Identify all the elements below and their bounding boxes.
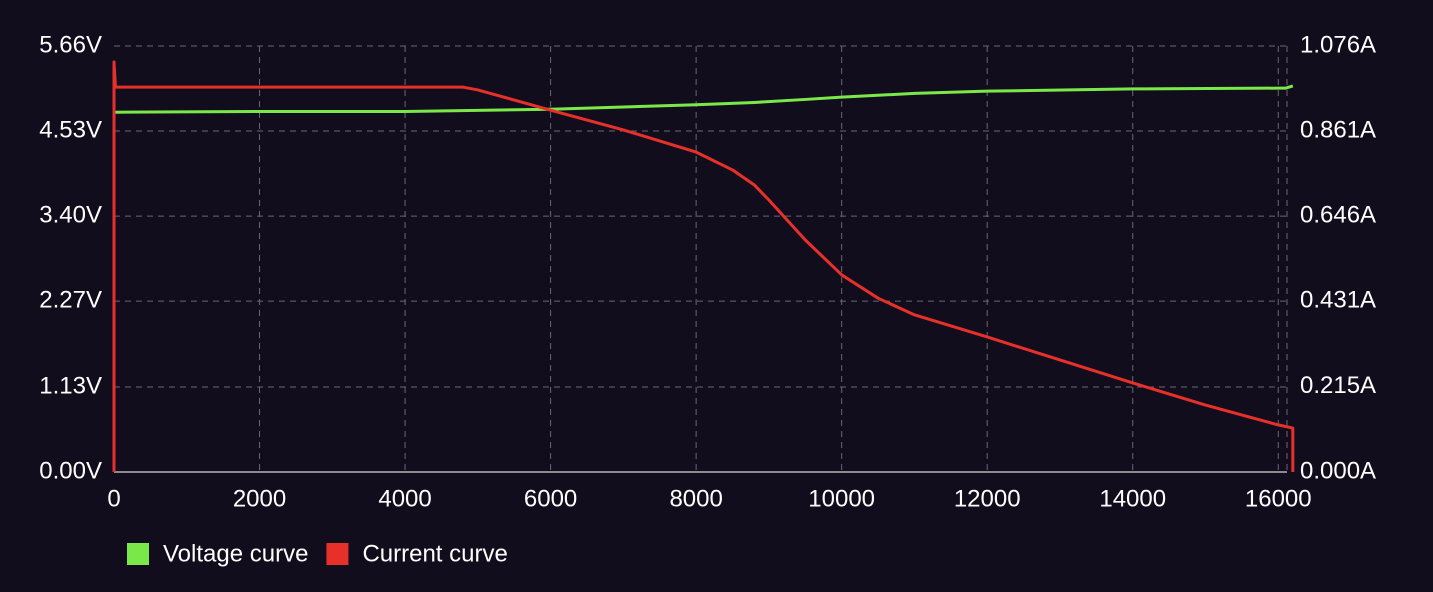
x-tick-label: 14000 [1099,485,1166,512]
x-tick-label: 0 [107,485,120,512]
y2-tick-label: 0.000A [1300,457,1376,484]
y2-tick-label: 0.861A [1300,116,1376,143]
y-tick-label: 1.13V [39,372,102,399]
y-tick-label: 5.66V [39,31,102,58]
legend-swatch [326,543,349,565]
y2-tick-label: 0.646A [1300,202,1376,229]
x-tick-label: 16000 [1245,485,1312,512]
y2-tick-label: 0.215A [1300,372,1376,399]
y-tick-label: 4.53V [39,116,102,143]
series-line [113,84,1294,114]
x-tick-label: 2000 [233,485,286,512]
y2-tick-label: 0.431A [1300,287,1376,314]
x-tick-label: 4000 [378,485,431,512]
y2-tick-label: 1.076A [1300,31,1376,58]
legend-label: Voltage curve [163,540,308,567]
series-line [112,60,1295,472]
x-tick-label: 10000 [808,485,875,512]
y-tick-label: 0.00V [39,457,102,484]
legend-swatch [127,543,149,565]
legend-label: Current curve [362,540,507,567]
y-tick-label: 3.40V [39,201,102,228]
y-tick-label: 2.27V [39,286,102,313]
x-tick-label: 12000 [954,485,1021,512]
x-tick-label: 8000 [669,485,722,512]
x-tick-label: 6000 [524,485,577,512]
